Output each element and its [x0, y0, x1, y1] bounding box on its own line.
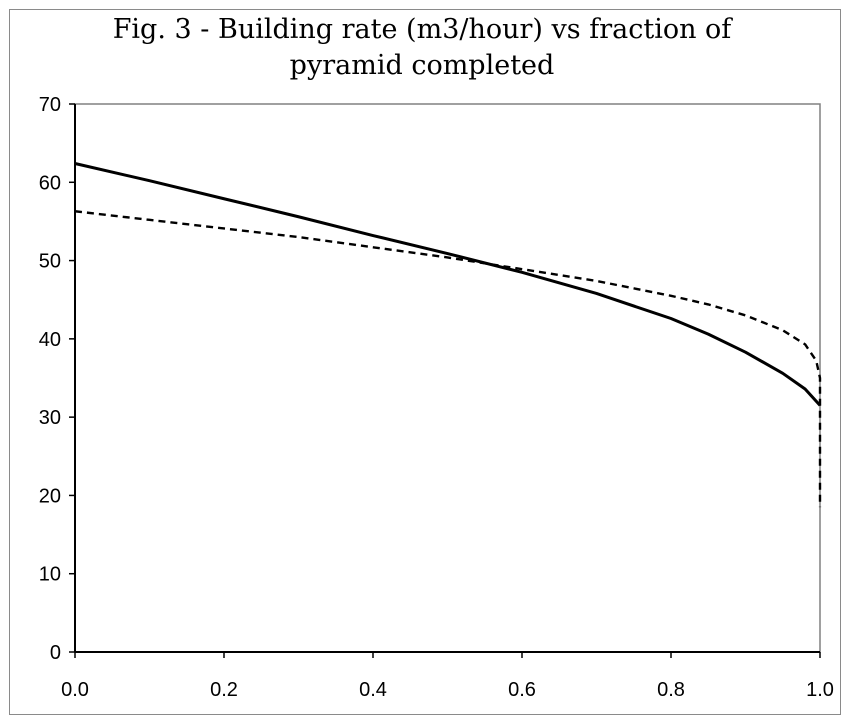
y-tick-label: 60: [39, 172, 61, 194]
series-layer: [74, 162, 822, 508]
y-tick-label: 50: [39, 251, 61, 273]
series-line-solid: [74, 162, 822, 407]
chart-title: Fig. 3 - Building rate (m3/hour) vs frac…: [0, 12, 844, 84]
x-tick-label: 0.2: [210, 679, 238, 701]
y-tick-label: 10: [39, 564, 61, 586]
y-tick-label: 0: [50, 642, 61, 664]
x-tick-label: 1.0: [806, 679, 834, 701]
chart-title-line-2: pyramid completed: [289, 50, 555, 81]
y-tick-label: 30: [39, 407, 61, 429]
x-tick-label: 0.8: [657, 679, 685, 701]
y-tick-label: 40: [39, 329, 61, 351]
series-line-dashed: [74, 210, 822, 508]
axes: 0 10 20 30 40 50 60 70 0.0 0.2 0.4 0.6 0.8 1.0: [39, 94, 834, 701]
x-tick-label: 0.4: [359, 679, 387, 701]
x-tick-label: 0.0: [61, 679, 89, 701]
x-tick-label: 0.6: [508, 679, 536, 701]
y-tick-label: 70: [39, 94, 61, 116]
chart-title-line-1: Fig. 3 - Building rate (m3/hour) vs frac…: [112, 14, 732, 45]
chart-frame: [9, 9, 841, 715]
plot-area: [74, 103, 821, 653]
y-tick-label: 20: [39, 485, 61, 507]
